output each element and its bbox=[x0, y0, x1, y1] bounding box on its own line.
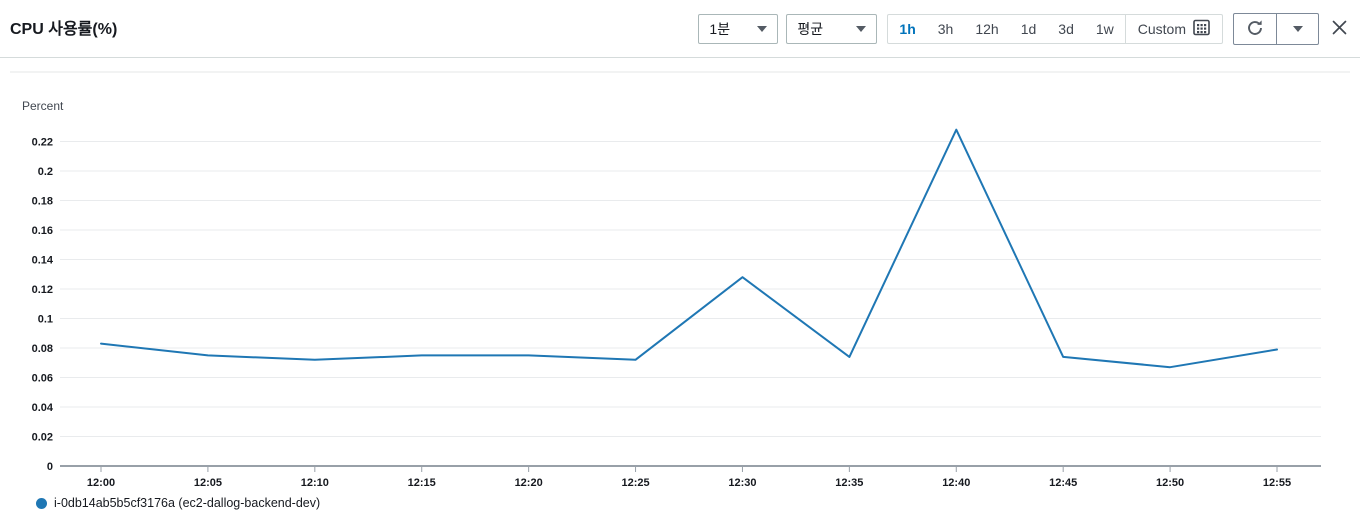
legend-item[interactable]: i-0db14ab5b5cf3176a (ec2-dallog-backend-… bbox=[36, 496, 320, 510]
svg-text:0.22: 0.22 bbox=[32, 137, 53, 149]
time-range-3d[interactable]: 3d bbox=[1047, 15, 1085, 43]
y-axis-unit-label: Percent bbox=[22, 99, 64, 113]
svg-text:12:30: 12:30 bbox=[728, 477, 756, 489]
svg-text:0.2: 0.2 bbox=[38, 166, 53, 178]
svg-text:12:05: 12:05 bbox=[194, 477, 222, 489]
svg-text:12:00: 12:00 bbox=[87, 477, 115, 489]
close-button[interactable] bbox=[1328, 18, 1350, 40]
period-select[interactable]: 1분 bbox=[698, 14, 779, 44]
svg-text:0.08: 0.08 bbox=[32, 343, 53, 355]
custom-range-button[interactable]: Custom bbox=[1126, 15, 1222, 43]
time-range-12h[interactable]: 12h bbox=[964, 15, 1009, 43]
svg-text:0.06: 0.06 bbox=[32, 373, 53, 385]
statistic-select[interactable]: 평균 bbox=[786, 14, 878, 44]
widget-header: CPU 사용률(%) 1분 평균 1h 3h 12h 1d 3d 1w Custom bbox=[0, 0, 1360, 58]
time-range-1h-active[interactable]: 1h bbox=[888, 15, 926, 43]
chevron-down-icon bbox=[856, 26, 867, 32]
svg-text:0.12: 0.12 bbox=[32, 284, 53, 296]
svg-text:12:50: 12:50 bbox=[1156, 477, 1184, 489]
refresh-icon bbox=[1246, 19, 1264, 40]
time-range-group: 1h 3h 12h 1d 3d 1w Custom bbox=[887, 14, 1223, 44]
svg-text:0.18: 0.18 bbox=[32, 196, 53, 208]
time-range-1w[interactable]: 1w bbox=[1085, 15, 1125, 43]
period-select-value: 1분 bbox=[709, 21, 731, 37]
svg-text:12:55: 12:55 bbox=[1263, 477, 1291, 489]
chevron-down-icon bbox=[757, 26, 768, 32]
custom-range-label: Custom bbox=[1137, 21, 1186, 37]
content-top-rule bbox=[10, 71, 1350, 73]
svg-text:0.04: 0.04 bbox=[32, 402, 54, 414]
time-range-divider bbox=[1124, 15, 1126, 43]
svg-text:12:35: 12:35 bbox=[835, 477, 863, 489]
time-range-3h[interactable]: 3h bbox=[927, 15, 965, 43]
svg-text:0: 0 bbox=[47, 461, 53, 473]
calendar-icon bbox=[1193, 19, 1210, 39]
svg-text:12:45: 12:45 bbox=[1049, 477, 1077, 489]
legend-label: i-0db14ab5b5cf3176a (ec2-dallog-backend-… bbox=[54, 496, 321, 510]
svg-text:12:20: 12:20 bbox=[515, 477, 543, 489]
svg-text:0.16: 0.16 bbox=[32, 225, 53, 237]
refresh-button[interactable] bbox=[1234, 14, 1276, 44]
chart-title: CPU 사용률(%) bbox=[10, 21, 118, 38]
legend-color-dot bbox=[36, 497, 47, 509]
svg-text:0.02: 0.02 bbox=[32, 432, 53, 444]
close-icon bbox=[1331, 19, 1348, 39]
refresh-options-button[interactable] bbox=[1276, 14, 1318, 44]
refresh-split-button bbox=[1233, 13, 1319, 45]
chevron-down-icon bbox=[1292, 26, 1303, 32]
svg-text:12:15: 12:15 bbox=[408, 477, 436, 489]
svg-text:12:10: 12:10 bbox=[301, 477, 329, 489]
statistic-select-value: 평균 bbox=[797, 21, 824, 37]
svg-text:12:25: 12:25 bbox=[621, 477, 649, 489]
time-range-1d[interactable]: 1d bbox=[1010, 15, 1048, 43]
widget-controls: 1분 평균 1h 3h 12h 1d 3d 1w Custom bbox=[698, 13, 1350, 45]
svg-text:12:40: 12:40 bbox=[942, 477, 970, 489]
svg-text:0.14: 0.14 bbox=[32, 255, 54, 267]
cpu-usage-line-chart: 0 0.02 0.04 0.06 0.08 0.1 0.12 0.14 0.16 0.18 0.2 0… bbox=[32, 128, 1321, 489]
svg-text:0.1: 0.1 bbox=[38, 314, 53, 326]
